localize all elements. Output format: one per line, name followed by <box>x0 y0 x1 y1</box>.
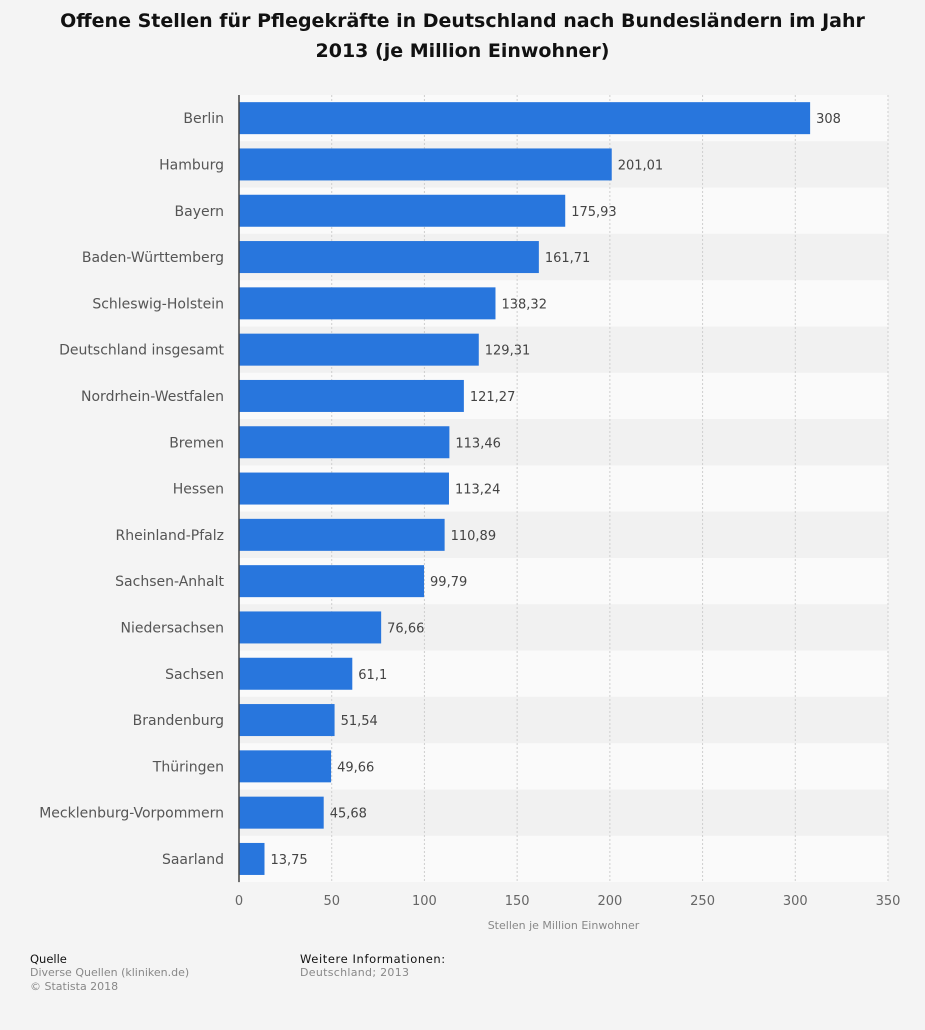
x-tick-label: 200 <box>597 894 622 909</box>
bar <box>239 241 539 274</box>
x-tick-label: 50 <box>323 894 340 909</box>
category-label: Rheinland-Pfalz <box>116 528 224 544</box>
category-label: Berlin <box>183 111 224 127</box>
bars <box>239 102 811 875</box>
bar <box>239 102 811 135</box>
x-tick-label: 150 <box>505 894 530 909</box>
bar <box>239 148 612 181</box>
bar <box>239 565 425 598</box>
row-band <box>239 789 888 836</box>
x-tick-label: 300 <box>783 894 808 909</box>
info-block: Weitere Informationen: Deutschland; 2013 <box>300 952 446 980</box>
bar <box>239 518 445 551</box>
category-label: Thüringen <box>152 759 224 775</box>
value-label: 76,66 <box>387 621 424 636</box>
row-band <box>239 835 888 883</box>
category-label: Niedersachsen <box>121 620 224 636</box>
bar <box>239 611 382 644</box>
bar <box>239 750 332 783</box>
chart-title: Offene Stellen für Pflegekräfte in Deuts… <box>60 10 865 62</box>
value-label: 201,01 <box>618 158 664 173</box>
copyright-text: © Statista 2018 <box>30 980 119 993</box>
x-tick-label: 0 <box>235 894 243 909</box>
value-label: 121,27 <box>470 390 516 405</box>
value-labels: 308 201,01 175,93 161,71 138,32 129,31 121,27 1… <box>270 112 840 868</box>
value-label: 51,54 <box>341 714 378 729</box>
category-label: Deutschland insgesamt <box>59 343 224 359</box>
value-label: 161,71 <box>545 251 591 266</box>
row-band <box>239 743 888 790</box>
bar <box>239 426 450 459</box>
value-label: 99,79 <box>430 575 467 590</box>
bar <box>239 657 353 690</box>
value-label: 308 <box>816 112 841 127</box>
value-label: 113,24 <box>455 483 501 498</box>
source-text: Diverse Quellen (kliniken.de) <box>30 966 190 979</box>
value-label: 175,93 <box>571 205 617 220</box>
bar <box>239 842 265 875</box>
bar <box>239 379 464 412</box>
category-label: Hamburg <box>159 157 224 173</box>
value-label: 49,66 <box>337 760 374 775</box>
source-heading: Quelle <box>30 952 67 966</box>
category-label: Mecklenburg-Vorpommern <box>39 806 224 822</box>
category-label: Nordrhein-Westfalen <box>81 389 224 405</box>
x-tick-label: 100 <box>412 894 437 909</box>
value-label: 61,1 <box>358 668 387 683</box>
x-tick-labels: 0 50 100 150 200 250 300 350 <box>235 894 901 909</box>
value-label: 45,68 <box>330 807 367 822</box>
value-label: 110,89 <box>451 529 497 544</box>
value-label: 113,46 <box>455 436 501 451</box>
bar <box>239 704 335 737</box>
value-label: 129,31 <box>485 344 531 359</box>
bar <box>239 194 566 227</box>
bar <box>239 472 449 505</box>
category-label: Sachsen-Anhalt <box>115 574 224 590</box>
category-label: Bremen <box>169 435 224 451</box>
category-label: Bayern <box>175 204 224 220</box>
category-label: Brandenburg <box>133 713 224 729</box>
row-band <box>239 696 888 744</box>
bar <box>239 287 496 320</box>
x-tick-label: 250 <box>690 894 715 909</box>
category-label: Schleswig-Holstein <box>92 296 224 312</box>
category-labels: Berlin Hamburg Bayern Baden-Württemberg Schl… <box>39 111 224 868</box>
bar <box>239 796 324 829</box>
category-label: Hessen <box>173 482 224 498</box>
value-label: 138,32 <box>501 297 547 312</box>
category-label: Baden-Württemberg <box>82 250 224 266</box>
bar <box>239 333 479 366</box>
info-heading: Weitere Informationen: <box>300 952 446 966</box>
category-label: Sachsen <box>165 667 224 683</box>
x-axis-label: Stellen je Million Einwohner <box>488 919 640 932</box>
value-label: 13,75 <box>270 853 307 868</box>
x-tick-label: 350 <box>876 894 901 909</box>
info-text: Deutschland; 2013 <box>300 966 410 979</box>
category-label: Saarland <box>162 852 224 868</box>
source-block: Quelle Diverse Quellen (kliniken.de) © S… <box>30 952 189 994</box>
